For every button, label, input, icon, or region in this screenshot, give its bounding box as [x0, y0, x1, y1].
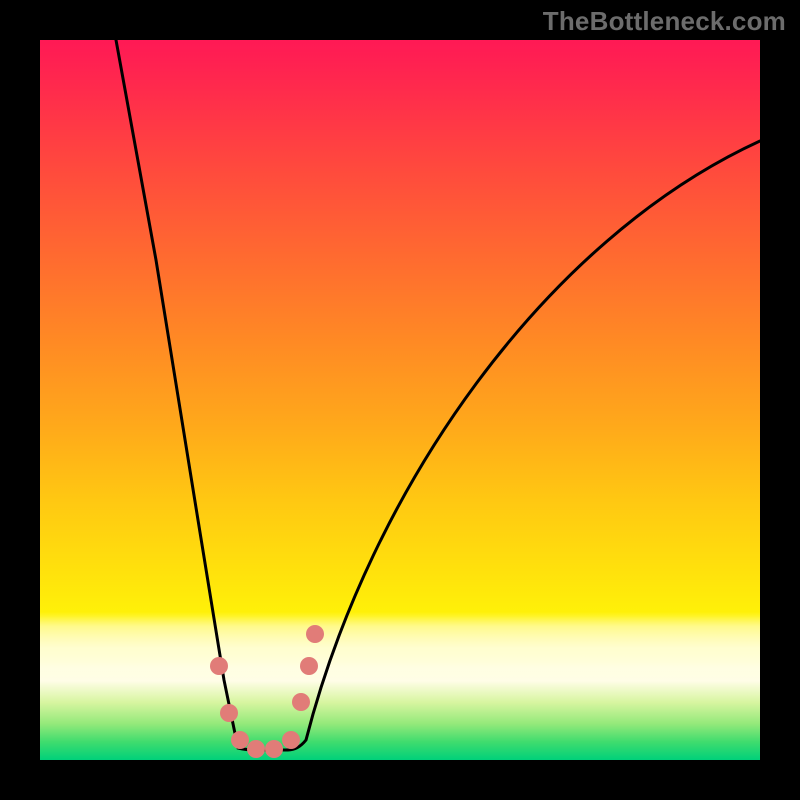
marker-dot: [210, 657, 228, 675]
marker-dot: [231, 731, 249, 749]
bottleneck-curve: [40, 40, 760, 760]
marker-dot: [306, 625, 324, 643]
watermark-text: TheBottleneck.com: [543, 6, 786, 37]
marker-dot: [282, 731, 300, 749]
marker-dot: [300, 657, 318, 675]
marker-dot: [265, 740, 283, 758]
v-curve-path: [116, 40, 760, 750]
plot-area: [40, 40, 760, 760]
chart-frame: TheBottleneck.com: [0, 0, 800, 800]
marker-dot: [292, 693, 310, 711]
marker-dot: [220, 704, 238, 722]
marker-dot: [247, 740, 265, 758]
